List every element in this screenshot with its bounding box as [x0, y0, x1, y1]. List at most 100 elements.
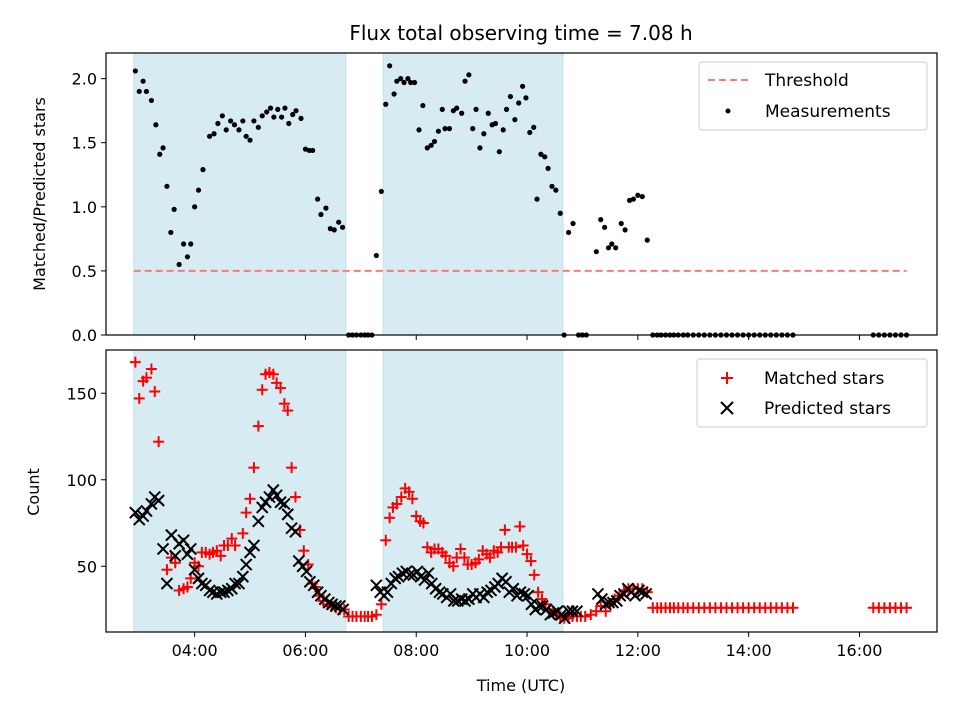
measurement-point-94	[507, 93, 514, 100]
matched-star-point-3	[140, 372, 152, 384]
matched-star-point-31	[256, 384, 268, 396]
predicted-star-point-55	[336, 603, 350, 616]
matched-star-point-97	[510, 541, 522, 553]
predicted-star-point-59	[381, 586, 394, 599]
measurement-point-66	[401, 79, 407, 86]
predicted-stars-points	[129, 483, 653, 625]
predicted-star-point-31	[247, 539, 261, 552]
top-shaded-regions	[133, 52, 564, 336]
measurement-point-88	[485, 110, 491, 116]
matched-star-point-7	[161, 564, 173, 576]
matched-star-point-80	[447, 560, 459, 572]
matched-star-point-12	[181, 581, 193, 593]
predicted-star-point-103	[544, 608, 557, 621]
matched-star-point-38	[282, 405, 294, 417]
bottom-y-ticks: 50 100 150	[66, 384, 106, 576]
measurement-point-78	[446, 126, 453, 132]
measurement-point-98	[523, 95, 529, 101]
matched-star-point-21	[215, 550, 227, 562]
measurement-point-33	[267, 105, 274, 111]
predicted-star-point-40	[281, 508, 294, 521]
predicted-star-point-45	[300, 565, 313, 578]
measurement-point-101	[534, 196, 540, 202]
matched-star-point-98	[514, 520, 526, 532]
measurement-point-9	[168, 229, 174, 236]
measurement-point-92	[500, 127, 506, 133]
measurement-point-1	[136, 88, 142, 95]
measurement-point-68	[408, 79, 414, 86]
xtick-label-6: 16:00	[836, 641, 882, 660]
measurement-point-11	[176, 261, 182, 268]
predicted-star-point-95	[514, 586, 527, 599]
measurement-point-6	[157, 151, 163, 157]
bottom-legend-box	[696, 358, 928, 428]
matched-star-point-9	[169, 557, 181, 569]
measurement-point-49	[331, 227, 337, 233]
xtick-label-1: 06:00	[282, 641, 328, 660]
matched-star-point-72	[417, 517, 429, 529]
measurement-point-15	[192, 204, 198, 210]
measurement-point-119	[613, 245, 619, 251]
matched-star-point-30	[252, 420, 264, 432]
predicted-star-point-12	[177, 534, 190, 547]
matched-star-point-90	[484, 552, 496, 564]
measurements-legend-label: Measurements	[765, 102, 891, 122]
measurement-point-51	[339, 224, 346, 230]
matched-legend-swatch	[721, 372, 733, 384]
bottom-x-ticks: 04:00 06:00 08:00 10:00 12:00 14:00 16:00	[172, 632, 882, 660]
threshold-legend-label: Threshold	[764, 71, 849, 91]
predicted-star-point-4	[145, 497, 158, 511]
measurement-point-41	[298, 115, 304, 121]
predicted-star-point-100	[533, 599, 546, 613]
matched-star-point-61	[375, 598, 387, 610]
predicted-star-point-23	[217, 586, 231, 599]
predicted-star-point-93	[506, 582, 520, 595]
measurement-point-106	[553, 187, 559, 193]
matched-star-point-26	[237, 527, 249, 539]
predicted-star-point-3	[140, 504, 153, 518]
predicted-star-point-124	[639, 587, 653, 601]
measurement-point-123	[630, 196, 637, 202]
predicted-star-point-32	[252, 515, 265, 528]
shaded-interval-1	[382, 52, 564, 336]
measurement-point-35	[275, 106, 281, 112]
measurement-point-87	[481, 131, 487, 137]
measurement-point-64	[394, 78, 400, 84]
xtick-label-2: 08:00	[393, 641, 439, 660]
measurement-point-38	[286, 120, 292, 127]
matched-star-point-101	[525, 555, 537, 567]
measurement-point-81	[459, 110, 465, 116]
predicted-star-point-27	[232, 577, 246, 590]
top-ytick-label-2: 1.0	[72, 198, 97, 217]
matched-star-point-68	[403, 486, 415, 498]
measurement-point-50	[336, 219, 342, 225]
matched-star-point-66	[395, 491, 407, 503]
top-y-axis-label: Matched/Predicted stars	[30, 97, 49, 291]
predicted-star-point-22	[214, 586, 227, 599]
measurement-point-103	[542, 154, 548, 160]
predicted-star-point-0	[129, 506, 142, 519]
matched-star-point-28	[244, 493, 256, 505]
matched-star-point-62	[380, 534, 392, 546]
predicted-star-point-86	[480, 586, 494, 599]
predicted-star-point-7	[156, 542, 170, 556]
measurement-point-34	[271, 114, 277, 120]
measurements-legend-swatch	[725, 108, 731, 114]
matched-star-point-82	[455, 543, 467, 555]
matched-star-point-60	[370, 609, 382, 621]
measurement-point-8	[164, 183, 170, 189]
measurement-point-109	[565, 229, 572, 236]
bottom-ytick-label-1: 100	[66, 471, 97, 490]
measurement-point-37	[282, 105, 288, 111]
measurement-point-105	[549, 183, 555, 189]
matched-star-point-102	[528, 569, 540, 581]
measurement-points	[132, 63, 910, 338]
measurement-point-46	[318, 211, 324, 218]
matched-star-point-69	[406, 493, 418, 505]
measurement-point-36	[279, 114, 285, 120]
measurement-point-13	[184, 254, 191, 260]
xtick-label-3: 10:00	[504, 641, 550, 660]
predicted-star-point-96	[518, 587, 531, 601]
predicted-star-point-61	[388, 572, 402, 585]
x-axis-label: Time (UTC)	[476, 676, 565, 695]
